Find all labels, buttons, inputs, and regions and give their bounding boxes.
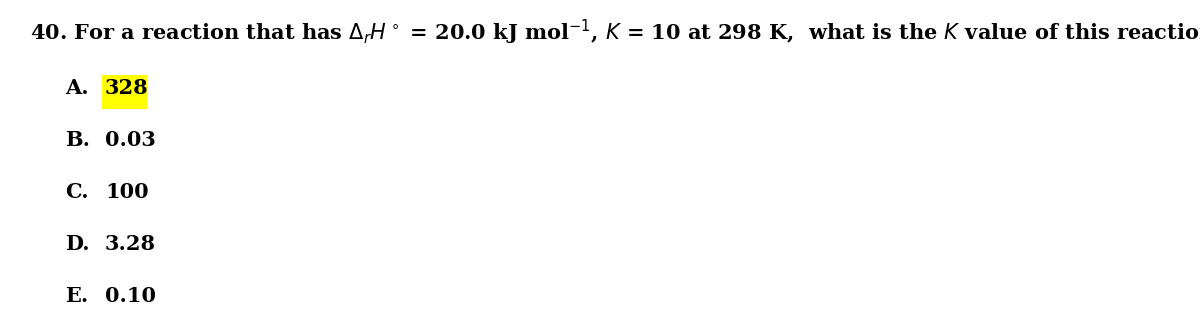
Text: 100: 100 [106, 182, 149, 202]
Text: C.: C. [65, 182, 89, 202]
Text: E.: E. [65, 286, 89, 306]
Bar [102, 75, 148, 109]
Text: 0.10: 0.10 [106, 286, 156, 306]
Text: A.: A. [65, 78, 89, 98]
Text: 3.28: 3.28 [106, 234, 156, 254]
Text: 328: 328 [106, 78, 149, 98]
Text: 40. For a reaction that has $\Delta_r H^\circ$ = 20.0 kJ mol$^{-1}$, $K$ = 10 at: 40. For a reaction that has $\Delta_r H^… [30, 18, 1200, 47]
Text: B.: B. [65, 130, 90, 150]
Text: 0.03: 0.03 [106, 130, 156, 150]
Text: D.: D. [65, 234, 90, 254]
